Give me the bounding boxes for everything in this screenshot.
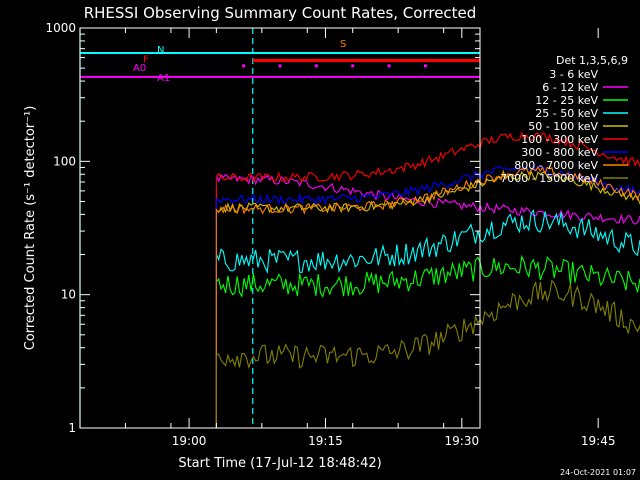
flags-layer: FN S A0 A1 [133, 39, 480, 84]
series-line [216, 166, 640, 215]
series-line [216, 164, 640, 206]
y-tick-label: 100 [53, 154, 76, 168]
legend-entry-label: 7000 - 15000 keV [500, 172, 598, 185]
legend-entry-label: 300 - 800 keV [521, 146, 598, 159]
legend-entry-label: 12 - 25 keV [535, 94, 598, 107]
legend-entry-label: 6 - 12 keV [542, 81, 598, 94]
legend-entry-label: 3 - 6 keV [549, 68, 598, 81]
footer-timestamp: 24-Oct-2021 01:07 [560, 468, 636, 477]
series-line [215, 173, 640, 225]
series-line [216, 279, 640, 370]
legend-entry-label: 50 - 100 keV [528, 120, 598, 133]
flag-label: N [157, 45, 164, 56]
attenuator-dot [387, 64, 391, 68]
legend-entry-label: 100 - 300 keV [521, 133, 598, 146]
x-tick-label: 19:45 [581, 434, 616, 448]
x-axis-label: Start Time (17-Jul-12 18:48:42) [178, 456, 381, 471]
attenuator-dot [351, 64, 355, 68]
series-line [215, 131, 640, 184]
series-line [216, 169, 640, 214]
attenuator-dot [242, 64, 246, 68]
chart-title: RHESSI Observing Summary Count Rates, Co… [84, 4, 477, 22]
y-tick-label: 1 [68, 421, 76, 435]
attenuator-dot [278, 64, 282, 68]
flag-label: S [340, 39, 346, 50]
series-layer [215, 131, 640, 428]
plot-frame [79, 27, 481, 429]
flag-label: A0 [133, 63, 146, 74]
y-tick-label: 10 [61, 288, 76, 302]
legend-title: Det 1,3,5,6,9 [556, 54, 628, 67]
y-axis-label: Corrected Count Rate (s⁻¹ detector⁻¹) [23, 106, 38, 351]
y-tick-label: 1000 [45, 21, 76, 35]
series-line [215, 209, 640, 275]
legend-entry-label: 800 - 7000 keV [514, 159, 598, 172]
series-line [215, 286, 640, 337]
x-tick-label: 19:15 [308, 434, 343, 448]
attenuator-dot [423, 64, 427, 68]
series-line [215, 254, 640, 298]
x-tick-label: 19:00 [172, 434, 207, 448]
attenuator-dot [314, 64, 318, 68]
legend-entry-label: 25 - 50 keV [535, 107, 598, 120]
flag-label: F [143, 55, 149, 66]
flag-label: A1 [157, 73, 170, 84]
x-tick-label: 19:30 [445, 434, 480, 448]
